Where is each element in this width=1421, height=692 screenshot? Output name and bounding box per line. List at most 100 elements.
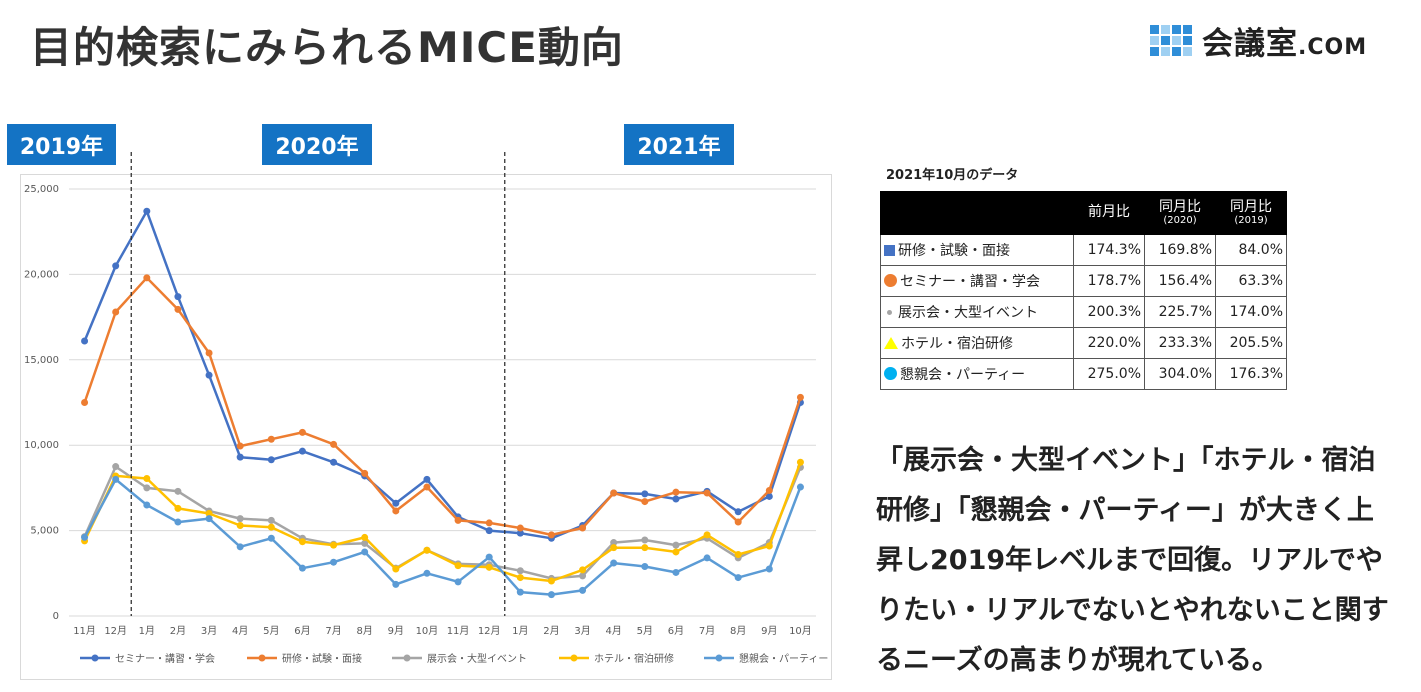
data-point <box>672 495 680 503</box>
x-tick-label: 4月 <box>232 625 248 637</box>
data-point <box>174 305 182 313</box>
y-tick-label: 20,000 <box>24 269 59 280</box>
data-point <box>485 563 493 571</box>
data-point <box>267 534 275 542</box>
x-tick-label: 12月 <box>478 625 501 637</box>
data-point <box>205 510 213 518</box>
data-point <box>267 456 275 464</box>
data-point <box>547 591 555 599</box>
series-line <box>83 478 802 596</box>
data-point <box>547 531 555 539</box>
row-label: セミナー・講習・学会 <box>880 265 1074 297</box>
logo-text: 会議室.COM <box>1202 26 1368 62</box>
data-point <box>672 548 680 556</box>
data-point <box>298 564 306 572</box>
x-tick-label: 9月 <box>388 625 404 637</box>
legend-marker <box>715 654 723 662</box>
site-logo[interactable]: 会議室.COM <box>1150 18 1367 63</box>
year-label-2019: 2019年 <box>7 124 116 165</box>
legend-marker <box>570 654 578 662</box>
data-point <box>796 483 804 491</box>
comparison-table: 前月比 同月比 (2020) 同月比 (2019) 研修・試験・面接 174.3% … <box>880 191 1287 390</box>
data-point <box>112 475 120 483</box>
x-tick-label: 4月 <box>606 625 622 637</box>
data-point <box>516 567 524 575</box>
data-point <box>174 293 182 301</box>
data-point <box>703 554 711 562</box>
data-point <box>734 551 742 559</box>
x-tick-label: 8月 <box>357 625 373 637</box>
table-row: 懇親会・パーティー 275.0% 304.0% 176.3% <box>880 358 1287 390</box>
data-point <box>392 580 400 588</box>
cell-value: 275.0% <box>1073 358 1145 390</box>
data-point <box>267 523 275 531</box>
legend-marker <box>403 654 411 662</box>
data-point <box>330 558 338 566</box>
data-point <box>641 490 649 498</box>
y-tick-label: 25,000 <box>24 184 59 195</box>
data-point <box>112 463 120 471</box>
data-point <box>641 562 649 570</box>
data-point <box>392 499 400 507</box>
cell-value: 176.3% <box>1215 358 1287 390</box>
data-point <box>610 559 618 567</box>
x-tick-label: 3月 <box>574 625 590 637</box>
series-line <box>83 461 802 583</box>
data-point <box>454 562 462 570</box>
data-point <box>81 533 89 541</box>
data-point <box>236 515 244 523</box>
x-tick-label: 9月 <box>761 625 777 637</box>
data-point <box>734 508 742 516</box>
cell-value: 84.0% <box>1215 234 1287 266</box>
data-point <box>423 546 431 554</box>
data-point <box>579 566 587 574</box>
data-point <box>330 541 338 549</box>
series-line <box>83 276 802 537</box>
data-point <box>423 483 431 491</box>
data-point <box>672 568 680 576</box>
data-point <box>205 371 213 379</box>
data-point <box>174 487 182 495</box>
legend-marker <box>258 654 266 662</box>
header-yoy-2020: 同月比 (2020) <box>1144 191 1216 235</box>
data-point <box>454 516 462 524</box>
data-point <box>734 574 742 582</box>
row-label: 懇親会・パーティー <box>880 358 1074 390</box>
data-point <box>454 578 462 586</box>
data-point <box>516 588 524 596</box>
data-point <box>361 533 369 541</box>
x-tick-label: 1月 <box>512 625 528 637</box>
data-point <box>361 539 369 547</box>
y-tick-label: 0 <box>53 611 59 622</box>
cell-value: 200.3% <box>1073 296 1145 328</box>
x-tick-label: 8月 <box>730 625 746 637</box>
series-line <box>83 209 802 540</box>
data-point <box>205 349 213 357</box>
data-point <box>143 475 151 483</box>
data-point <box>298 428 306 436</box>
data-point <box>423 475 431 483</box>
cell-value: 178.7% <box>1073 265 1145 297</box>
data-point <box>112 308 120 316</box>
table-row: 研修・試験・面接 174.3% 169.8% 84.0% <box>880 234 1287 266</box>
data-point <box>516 574 524 582</box>
cell-value: 304.0% <box>1144 358 1216 390</box>
data-point <box>143 501 151 509</box>
data-point <box>361 469 369 477</box>
data-point <box>236 442 244 450</box>
row-label: ホテル・宿泊研修 <box>880 327 1074 359</box>
x-tick-label: 7月 <box>325 625 341 637</box>
header-prev-month: 前月比 <box>1073 191 1145 235</box>
header-yoy-2019: 同月比 (2019) <box>1215 191 1287 235</box>
header-blank <box>880 191 1074 235</box>
data-point <box>361 548 369 556</box>
x-tick-label: 7月 <box>699 625 715 637</box>
x-tick-label: 11月 <box>447 625 470 637</box>
legend-label: ホテル・宿泊研修 <box>594 652 674 665</box>
legend-label: セミナー・講習・学会 <box>115 652 215 665</box>
data-point <box>610 489 618 497</box>
data-point <box>236 543 244 551</box>
data-point <box>547 577 555 585</box>
data-point <box>672 488 680 496</box>
logo-grid-icon <box>1150 25 1192 56</box>
